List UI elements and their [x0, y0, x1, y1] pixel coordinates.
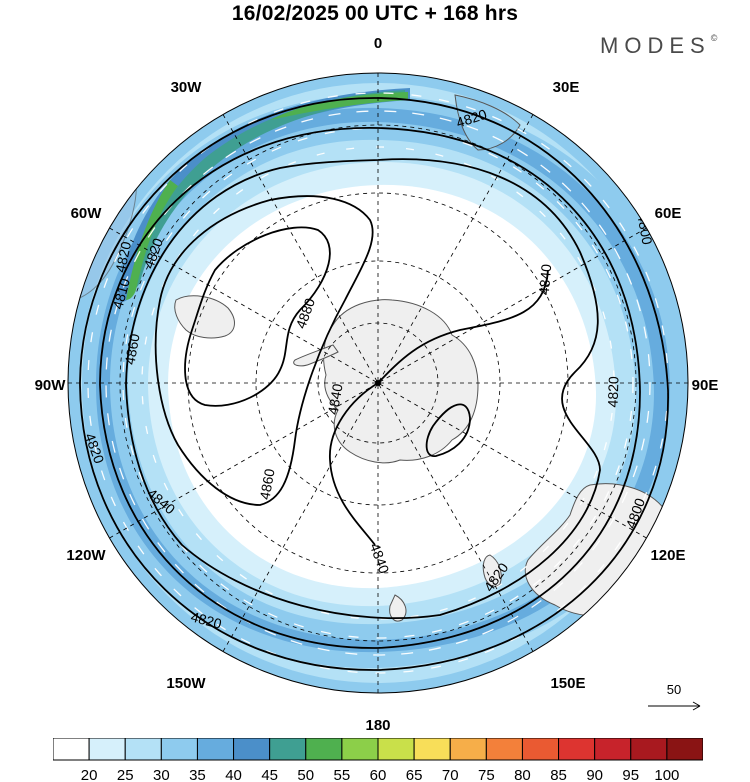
colorbar-tick-label: 40 [225, 767, 242, 782]
polar-map: 4820480048204820480048204820484048204860… [35, 35, 719, 734]
colorbar-swatch [305, 738, 343, 761]
colorbar-swatch [594, 738, 632, 761]
jet-core-55-north [270, 92, 408, 120]
contour-4840-closed [425, 403, 471, 457]
south-america-tip [174, 295, 235, 339]
contour-4860 [154, 195, 374, 506]
antarctic-peninsula [293, 344, 339, 367]
reference-vector-arrowhead-icon [692, 701, 701, 711]
colorbar-swatch [630, 738, 668, 761]
brand-name: MODES [600, 33, 711, 58]
colorbar-swatch [53, 738, 90, 761]
contour-4800-outer [79, 97, 669, 671]
jet-core-45 [128, 90, 405, 291]
colorbar-tick-label: 70 [442, 767, 459, 782]
contour-label: 4840 [324, 382, 345, 416]
brand-logo: MODES© [600, 33, 717, 59]
colorbar-swatch [341, 738, 379, 761]
colorbar-swatch [88, 738, 126, 761]
map-border [67, 72, 689, 694]
longitude-label: 30E [553, 79, 580, 96]
colorbar-swatch [413, 738, 451, 761]
colorbar-tick-label: 50 [297, 767, 314, 782]
contour-4840 [125, 158, 601, 620]
colorbar-tick-label: 55 [334, 767, 351, 782]
longitude-label: 150E [550, 675, 585, 692]
contour-label: 4810 [109, 276, 133, 310]
colorbar-ticks: 20 25 30 35 40 45 50 55 60 65 70 75 80 85 90 95 100 [81, 767, 680, 782]
contour-label: 4820 [112, 240, 134, 274]
contour-label: 4820 [189, 608, 223, 632]
colorbar-tick-label: 60 [370, 767, 387, 782]
colorbar-tick-label: 80 [514, 767, 531, 782]
map-disk: 4820480048204820480048204820484048204860… [68, 73, 688, 693]
colorbar-swatch [124, 738, 162, 761]
colorbar-tick-label: 100 [654, 767, 679, 782]
colorbar-swatch [233, 738, 271, 761]
longitude-label: 60W [71, 205, 103, 222]
colorbar-swatch [521, 738, 560, 761]
contour-4840-east [377, 269, 549, 384]
reference-vector-label: 50 [667, 682, 681, 697]
colorbar-swatch [269, 738, 307, 761]
longitude-label: 180 [365, 717, 390, 734]
colorbar-swatch [666, 738, 703, 761]
contour-4820 [99, 127, 641, 649]
longitude-label: 120E [650, 547, 685, 564]
longitude-label: 90E [692, 377, 719, 394]
height-contours [79, 97, 669, 671]
sub-antarctic-island [389, 594, 407, 622]
contour-4840-south [329, 382, 379, 546]
contour-label: 4840 [536, 263, 555, 296]
colorbar-tick-label: 25 [117, 767, 134, 782]
colorbar-tick-label: 30 [153, 767, 170, 782]
colorbar: 20 25 30 35 40 45 50 55 60 65 70 75 80 85 90 95 100 [53, 738, 703, 782]
colorbar-tick-label: 35 [189, 767, 206, 782]
longitude-labels: 0 30E 60E 90E 120E 150E 180 150W 120W 90W 60W 30W [35, 35, 719, 734]
colorbar-swatch [160, 738, 198, 761]
longitude-label: 30W [171, 79, 203, 96]
contour-4880 [184, 226, 331, 407]
contour-label: 4820 [604, 376, 621, 408]
longitude-label: 60E [655, 205, 682, 222]
colorbar-swatch [485, 738, 523, 761]
longitude-label: 150W [166, 675, 206, 692]
contour-label: 4860 [121, 332, 142, 366]
colorbar-swatch [377, 738, 415, 761]
graticule [68, 73, 688, 693]
colorbar-swatch [449, 738, 487, 761]
contour-label: 4860 [256, 467, 277, 501]
colorbar-tick-label: 95 [622, 767, 639, 782]
colorbar-tick-label: 75 [478, 767, 495, 782]
colorbar-swatch [558, 738, 596, 761]
longitude-label: 120W [66, 547, 106, 564]
new-zealand-south [482, 554, 502, 587]
longitude-label: 90W [35, 377, 67, 394]
colorbar-tick-label: 45 [261, 767, 278, 782]
colorbar-tick-label: 85 [550, 767, 567, 782]
colorbar-swatch [196, 738, 235, 761]
colorbar-boxes [53, 738, 703, 761]
longitude-label: 0 [374, 35, 382, 52]
antarctica-landmass [323, 299, 479, 464]
copyright-mark: © [710, 32, 718, 43]
colorbar-tick-label: 90 [586, 767, 603, 782]
south-pole-marker [375, 380, 381, 386]
reference-vector: 50 [648, 682, 701, 711]
colorbar-tick-label: 20 [81, 767, 98, 782]
map-title: 16/02/2025 00 UTC + 168 hrs [231, 2, 519, 25]
colorbar-tick-label: 65 [406, 767, 423, 782]
jet-core-55-west [126, 180, 178, 300]
